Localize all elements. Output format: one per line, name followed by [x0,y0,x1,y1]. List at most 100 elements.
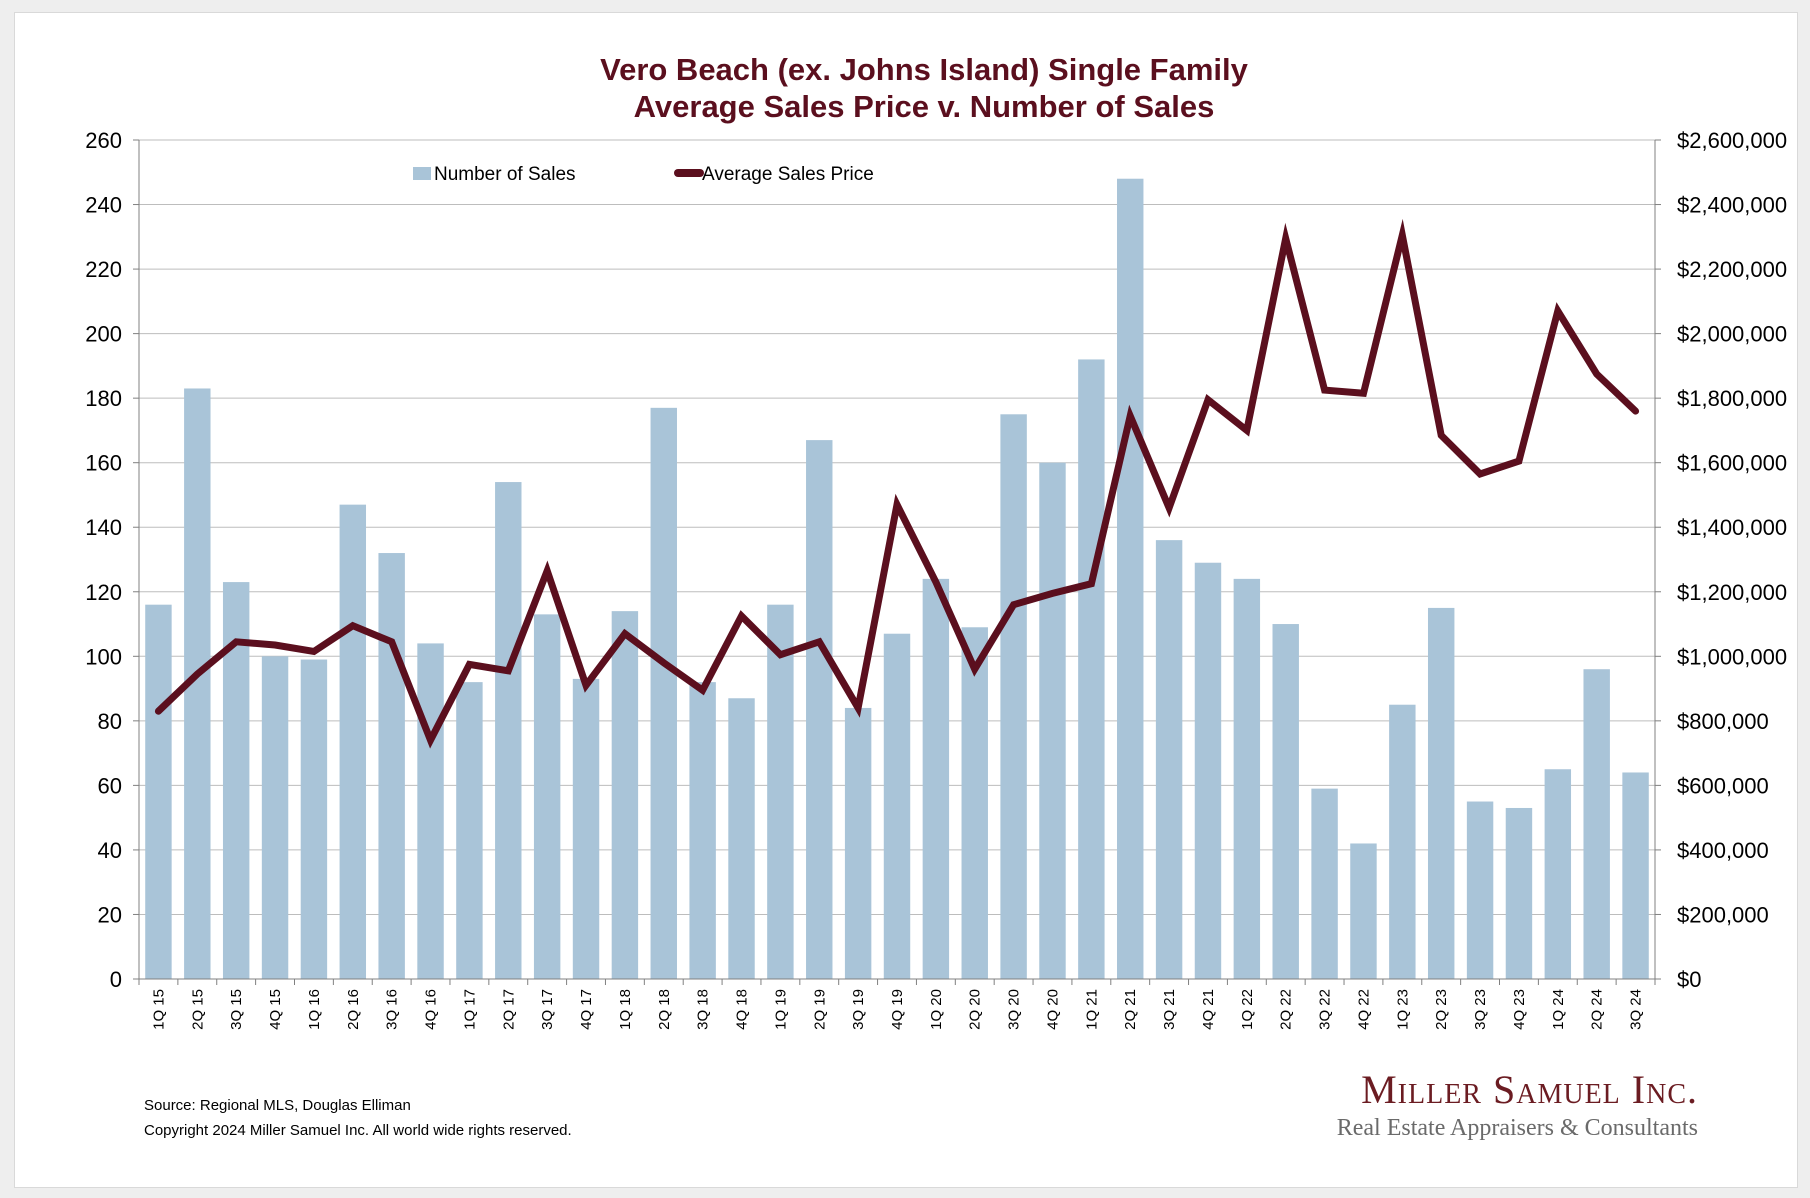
y-left-tick-label: 160 [85,451,122,476]
y-right-tick-label: $2,400,000 [1677,193,1787,218]
x-tick-label: 4Q 23 [1511,989,1528,1030]
bar-3Q-19 [844,707,872,979]
y-right-tick-label: $1,800,000 [1677,386,1787,411]
bar-2Q-17 [495,482,522,979]
legend-swatch-bars [413,167,431,180]
y-right-tick-label: $800,000 [1677,709,1769,734]
y-right-tick-label: $1,600,000 [1677,451,1787,476]
x-tick-label: 2Q 24 [1589,989,1606,1030]
bar-2Q-16 [339,504,367,979]
y-left-tick-label: 260 [85,128,122,153]
y-right-tick-label: $1,400,000 [1677,515,1787,540]
y-left-tick-label: 180 [85,386,122,411]
y-left-tick-label: 0 [110,967,122,992]
logo-name: Miller Samuel Inc. [1361,1067,1698,1112]
footer: Source: Regional MLS, Douglas Elliman Co… [144,1093,572,1143]
bar-2Q-22 [1272,624,1299,979]
x-tick-label: 1Q 24 [1550,989,1567,1030]
y-left-tick-label: 200 [85,322,122,347]
bar-4Q-22 [1350,843,1377,979]
x-tick-label: 3Q 18 [695,989,712,1030]
x-tick-label: 2Q 22 [1278,989,1295,1030]
bar-1Q-20 [922,578,950,979]
y-left-tick-label: 40 [98,838,122,863]
y-right-tick-label: $0 [1677,967,1701,992]
bar-1Q-23 [1389,704,1416,979]
y-right-tick-label: $400,000 [1677,838,1769,863]
bar-series [145,178,1649,980]
x-tick-label: 3Q 19 [850,989,867,1030]
x-tick-label: 3Q 17 [539,989,556,1030]
legend-label-line: Average Sales Price [702,164,874,185]
x-tick-label: 1Q 17 [461,989,478,1030]
x-tick-label: 2Q 16 [345,989,362,1030]
x-tick-label: 3Q 22 [1317,989,1334,1030]
x-tick-label: 2Q 15 [189,989,206,1030]
y-right-tick-label: $1,200,000 [1677,580,1787,605]
bar-1Q-21 [1078,359,1105,979]
source-note: Source: Regional MLS, Douglas Elliman [144,1097,411,1114]
y-right-tick-label: $2,000,000 [1677,322,1787,347]
x-tick-label: 4Q 19 [889,989,906,1030]
bar-1Q-24 [1544,769,1572,979]
bar-3Q-23 [1466,801,1494,979]
x-tick-label: 4Q 22 [1355,989,1372,1030]
bar-2Q-24 [1583,669,1610,979]
x-tick-label: 4Q 20 [1044,989,1061,1030]
x-tick-label: 4Q 21 [1200,989,1217,1030]
line-series [154,218,1640,749]
bar-1Q-18 [611,611,639,979]
x-tick-label: 3Q 20 [1006,989,1023,1030]
bar-1Q-15 [145,604,172,979]
bar-4Q-23 [1505,807,1533,979]
x-tick-label: 1Q 23 [1394,989,1411,1030]
x-tick-label: 2Q 23 [1433,989,1450,1030]
x-tick-label: 1Q 19 [772,989,789,1030]
bar-2Q-23 [1427,607,1455,979]
y-left-tick-label: 240 [85,193,122,218]
x-tick-label: 2Q 21 [1122,989,1139,1030]
x-tick-label: 1Q 20 [928,989,945,1030]
bar-1Q-16 [300,659,328,979]
y-left-tick-label: 20 [98,902,122,927]
x-tick-label: 4Q 17 [578,989,595,1030]
y-left-tick-label: 60 [98,773,122,798]
bar-3Q-20 [1000,414,1027,979]
bar-3Q-22 [1311,788,1338,979]
company-logo: Miller Samuel Inc. Real Estate Appraiser… [1337,1067,1698,1143]
x-tick-label: 1Q 15 [150,989,167,1030]
bar-1Q-19 [767,604,794,979]
y-right-tick-label: $1,000,000 [1677,644,1787,669]
bar-4Q-21 [1194,562,1222,979]
copyright-note: Copyright 2024 Miller Samuel Inc. All wo… [144,1122,572,1139]
legend: Number of Sales Average Sales Price [413,164,874,185]
y-left-tick-label: 80 [98,709,122,734]
bar-3Q-16 [378,553,405,979]
bar-3Q-24 [1622,772,1649,979]
bar-4Q-15 [261,656,289,979]
bar-4Q-20 [1039,462,1066,979]
bar-2Q-20 [961,627,988,979]
axes: 0 20 40 60 80 100 120 140 160 180 200 220 240 260 $0 $2… [85,128,1787,1030]
chart-frame [14,12,1798,1188]
x-tick-label: 1Q 16 [306,989,323,1030]
y-right-tick-label: $2,600,000 [1677,128,1787,153]
x-tick-label: 2Q 20 [967,989,984,1030]
y-right-tick-label: $600,000 [1677,773,1769,798]
x-tick-label: 3Q 15 [228,989,245,1030]
x-tick-label: 1Q 21 [1083,989,1100,1030]
y-left-tick-label: 100 [85,644,122,669]
bar-1Q-22 [1233,578,1261,979]
bar-4Q-18 [728,698,755,979]
bar-4Q-17 [572,678,600,979]
bar-3Q-17 [533,614,561,979]
x-tick-label: 4Q 15 [267,989,284,1030]
chart-title-line-2: Average Sales Price v. Number of Sales [634,89,1215,124]
x-tick-label: 3Q 24 [1628,989,1645,1030]
x-tick-label: 2Q 19 [811,989,828,1030]
bar-3Q-21 [1155,540,1183,979]
x-tick-label: 1Q 18 [617,989,634,1030]
x-tick-label: 3Q 23 [1472,989,1489,1030]
bar-2Q-19 [806,440,833,979]
